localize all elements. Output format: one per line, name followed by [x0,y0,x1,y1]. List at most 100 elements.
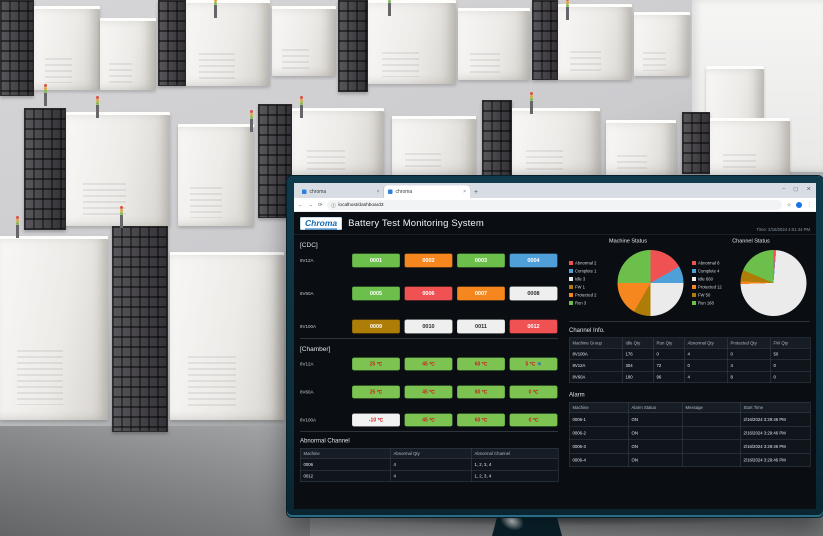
column-header: Message [682,402,741,413]
legend-item: Run 168 [692,301,737,306]
chamber-machine-row: 8V60A 25 ℃ 45 ℃ 60 ℃ 0 ℃ [300,385,558,399]
channel-status-button[interactable]: 0009 [352,319,400,334]
machine-status-chart: Machine Status Abnormal 2 Complete 1 Idle … [569,236,687,316]
channel-status-button[interactable]: 0001 [352,253,400,268]
chamber-temperature-button[interactable]: 45 ℃ [404,413,453,427]
signal-light-pole [120,215,123,228]
signal-light-dot [120,209,123,212]
signal-light-dot [16,219,19,222]
bookmark-star-icon[interactable]: ☆ [786,202,792,208]
chamber-temperature-button[interactable]: 45 ℃ [404,385,453,399]
browser-tab-strip: chroma × chroma × + – ▢ ✕ [294,183,816,198]
browser-menu-icon[interactable]: ⋮ [806,202,813,208]
chamber-temperature-button[interactable]: 60 ℃ [457,413,505,427]
channel-status-button[interactable]: 0010 [404,319,453,334]
chroma-logo: Chroma [300,216,343,230]
table-row: 0006-4 ON 2/16/2024 3:29:46 PM [569,453,811,467]
temperature-value: 45 ℃ [422,361,435,367]
browser-tab[interactable]: chroma × [298,185,384,198]
signal-light-pole [388,3,391,16]
signal-light-dot [214,2,217,5]
signal-light-pole [214,5,217,18]
window-close-button[interactable]: ✕ [806,186,811,192]
tab-close-icon[interactable]: × [463,189,466,195]
profile-avatar[interactable] [796,201,802,208]
chamber-machine-row: 8V12A 25 ℃ 45 ℃ 60 ℃ 5 ℃ ❄ [300,357,558,371]
channel-info-table-host: Machine Group Idle Qty Run Qty Abnormal Qty… [569,337,811,383]
chamber-temperature-button[interactable]: 25 ℃ [352,357,400,371]
equipment-rack [532,0,558,80]
table-row: 0006-2 ON 2/16/2024 3:29:46 PM [569,426,811,440]
forward-icon[interactable]: → [308,201,314,208]
cell: 180 [622,371,654,383]
legend-swatch [692,301,696,305]
legend-swatch [569,285,573,289]
channel-status-button[interactable]: 0005 [352,286,400,301]
button-group: 0005 0006 0007 0008 [352,286,558,301]
tab-close-icon[interactable]: × [376,189,380,195]
legend-item: Abnormal 8 [692,261,737,266]
cdc-machine-row: 8V100A 0009 0010 0011 0012 [300,319,558,334]
signal-light-icon [388,0,391,16]
temperature-value: 60 ℃ [474,417,488,423]
cell [682,412,741,427]
window-minimize-button[interactable]: – [782,185,786,192]
signal-light-dot [566,4,569,7]
legend-item: Protected 12 [692,285,737,290]
signal-light-icon [16,216,19,238]
temperature-value: 25 ℃ [369,361,383,367]
cabinet [170,252,284,420]
cell: 0012 [300,470,391,482]
temperature-value: 5 ℃ [525,361,536,367]
temperature-value: -10 ℃ [368,417,384,423]
cell: 0 [770,359,811,372]
chamber-machine-row: 8V100A -10 ℃ 45 ℃ 60 ℃ 0 ℃ [300,413,558,427]
channel-status-button[interactable]: 0007 [457,286,505,301]
chamber-temperature-button[interactable]: 45 ℃ [404,357,453,371]
signal-light-icon [250,110,253,132]
table-row: 0006 4 1, 2, 3, 4 [300,458,559,471]
signal-light-dot [96,99,99,102]
channel-status-button[interactable]: 0004 [509,253,558,268]
machine-status-legend: Abnormal 2 Complete 1 Idle 3 FW 1 Protected … [569,261,614,306]
channel-status-button[interactable]: 0003 [457,253,505,268]
chamber-temperature-button[interactable]: 0 ℃ [509,385,558,399]
temperature-value: 25 ℃ [369,389,383,395]
back-icon[interactable]: ← [298,201,304,208]
table-row: 8V12A 304 72 0 4 0 [569,359,811,372]
cabinet [66,112,170,226]
legend-swatch [569,277,573,281]
chamber-temperature-button[interactable]: 0 ℃ [509,413,558,427]
cell: 8 [727,371,771,383]
monitor-screen: chroma × chroma × + – ▢ ✕ ← → ⟳ [294,183,816,509]
snowflake-icon: ❄ [537,361,542,367]
dashboard: Chroma Battery Test Monitoring System Ti… [294,212,816,509]
cdc-section-label: [CDC] [300,241,318,249]
temperature-value: 45 ℃ [422,417,435,423]
signal-light-pole [566,7,569,20]
alarm-title: Alarm [569,391,585,398]
browser-tab-active[interactable]: chroma × [384,185,470,198]
url-field[interactable]: ⓘ localhost/dashboard3 [327,199,783,210]
chamber-temperature-button[interactable]: -10 ℃ [352,413,400,427]
channel-status-button[interactable]: 0008 [509,286,558,301]
chamber-temperature-button[interactable]: 60 ℃ [457,385,505,399]
chamber-temperature-button[interactable]: 60 ℃ [457,357,505,371]
equipment-rack [258,104,292,218]
divider [300,431,558,432]
chamber-temperature-button[interactable]: 5 ℃ ❄ [509,357,558,371]
signal-light-dot [530,92,533,95]
cabinet [292,108,384,176]
reload-icon[interactable]: ⟳ [318,202,323,208]
channel-status-button[interactable]: 0011 [457,319,505,334]
window-maximize-button[interactable]: ▢ [793,186,799,192]
divider [300,338,558,339]
chart-title: Channel Status [732,238,770,244]
table-row: 0012 4 1, 2, 3, 4 [300,470,559,482]
new-tab-button[interactable]: + [474,187,479,196]
channel-status-button[interactable]: 0002 [404,253,453,268]
channel-status-button[interactable]: 0012 [509,319,558,334]
cabinet [0,236,108,420]
chamber-temperature-button[interactable]: 25 ℃ [352,385,400,399]
channel-status-button[interactable]: 0006 [404,286,453,301]
